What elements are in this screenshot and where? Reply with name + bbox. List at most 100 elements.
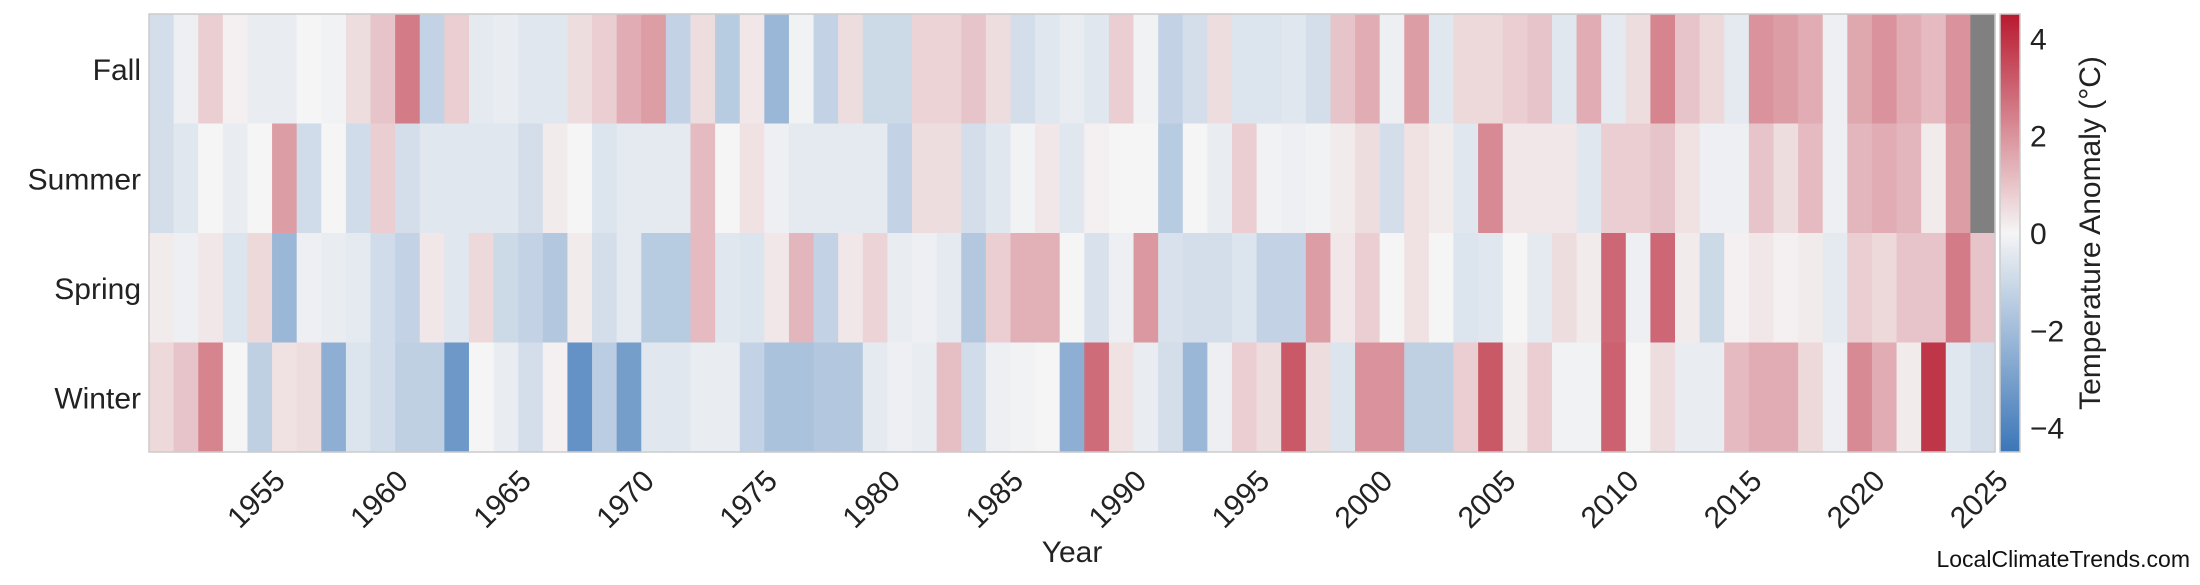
heatmap-cell <box>345 342 372 453</box>
heatmap-cell <box>542 233 569 344</box>
heatmap-cell <box>1871 14 1898 125</box>
heatmap-cell <box>296 123 322 234</box>
heatmap-cell <box>1576 14 1602 125</box>
row-label: Summer <box>28 163 141 196</box>
heatmap-cell <box>1527 14 1553 125</box>
plot-frame <box>148 13 1996 453</box>
heatmap-cell <box>444 342 470 453</box>
heatmap-cell <box>1675 342 1701 453</box>
heatmap-cells <box>149 14 1996 453</box>
heatmap-cell <box>1035 14 1061 125</box>
heatmap-cell <box>912 14 938 125</box>
heatmap-cell <box>296 233 322 344</box>
heatmap-cell <box>1010 123 1036 234</box>
heatmap-cell <box>1921 123 1947 234</box>
heatmap-cell <box>764 14 790 125</box>
heatmap-cell <box>1921 233 1947 344</box>
colorbar-label: Temperature Anomaly (°C) <box>2074 56 2107 410</box>
heatmap-cell <box>1822 342 1848 453</box>
heatmap-cell <box>592 233 618 344</box>
heatmap-cell <box>1699 342 1725 453</box>
heatmap-cell <box>641 233 667 344</box>
heatmap-cell <box>936 233 962 344</box>
heatmap-cell <box>247 233 273 344</box>
heatmap-cell <box>1010 342 1036 453</box>
heatmap-cell <box>715 342 741 453</box>
heatmap-cell <box>985 233 1012 344</box>
heatmap-cell <box>1896 233 1922 344</box>
heatmap-cell <box>518 123 544 234</box>
heatmap-cell <box>1256 14 1282 125</box>
x-tick-label: 1995 <box>1206 464 1277 535</box>
heatmap-cell <box>592 14 618 125</box>
heatmap-cell <box>1355 123 1381 234</box>
x-tick-label: 1975 <box>713 464 784 535</box>
x-tick-label: 2015 <box>1698 464 1769 535</box>
x-tick-label: 2010 <box>1575 464 1646 535</box>
heatmap-cell <box>247 123 273 234</box>
heatmap-cell <box>1108 342 1135 453</box>
heatmap-cell <box>1453 342 1479 453</box>
heatmap-cell <box>1453 233 1479 344</box>
heatmap-cell <box>149 123 175 234</box>
heatmap-cell <box>1502 233 1528 344</box>
heatmap-cell <box>1798 123 1824 234</box>
heatmap-cell <box>1453 14 1479 125</box>
heatmap-cell <box>321 14 347 125</box>
heatmap-cell <box>1108 233 1135 344</box>
heatmap-cell <box>198 14 224 125</box>
heatmap-cell <box>1945 342 1971 453</box>
heatmap-cell <box>1773 342 1799 453</box>
heatmap-cell <box>1231 14 1258 125</box>
heatmap-cell <box>1551 233 1578 344</box>
heatmap-cell <box>1379 342 1405 453</box>
colorbar-tick-label: 2 <box>2030 121 2047 154</box>
heatmap-cell <box>1428 342 1455 453</box>
heatmap-cell <box>395 123 421 234</box>
heatmap-cell <box>1404 123 1430 234</box>
heatmap-cell <box>542 14 569 125</box>
x-axis-label: Year <box>1042 536 1103 569</box>
heatmap-cell <box>419 233 445 344</box>
heatmap-cell <box>764 342 790 453</box>
heatmap-cell <box>1428 233 1455 344</box>
heatmap-cell <box>1921 14 1947 125</box>
heatmap-cell <box>1748 342 1775 453</box>
heatmap-cell <box>1625 123 1652 234</box>
heatmap-cell <box>173 233 199 344</box>
heatmap-cell <box>1355 342 1381 453</box>
heatmap-cell <box>985 123 1012 234</box>
heatmap-cell <box>518 342 544 453</box>
heatmap-cell <box>198 342 224 453</box>
heatmap-cell <box>813 342 839 453</box>
heatmap-cell <box>1404 233 1430 344</box>
heatmap-cell <box>567 233 593 344</box>
heatmap-cell <box>1847 123 1873 234</box>
heatmap-cell <box>1896 342 1922 453</box>
heatmap-cell <box>665 14 692 125</box>
heatmap-cell <box>1921 342 1947 453</box>
heatmap-cell <box>1724 123 1750 234</box>
heatmap-cell <box>838 123 864 234</box>
heatmap-cell <box>665 123 692 234</box>
row-label: Spring <box>54 273 141 306</box>
heatmap-cell <box>1084 233 1110 344</box>
x-tick-label: 2005 <box>1452 464 1523 535</box>
heatmap-cell <box>1675 123 1701 234</box>
heatmap-cell <box>493 14 519 125</box>
heatmap-cell <box>1527 233 1553 344</box>
heatmap-cell <box>222 123 249 234</box>
heatmap-cell <box>1576 342 1602 453</box>
heatmap-cell <box>1601 14 1627 125</box>
heatmap-cell <box>345 123 372 234</box>
heatmap-cell <box>887 342 913 453</box>
heatmap-cell <box>1059 123 1085 234</box>
heatmap-cell <box>370 14 396 125</box>
heatmap-cell <box>468 123 495 234</box>
heatmap-cell <box>715 14 741 125</box>
heatmap-cell <box>862 14 888 125</box>
heatmap-cell <box>1945 233 1971 344</box>
heatmap-cell <box>1281 233 1307 344</box>
heatmap-cell <box>1871 123 1898 234</box>
